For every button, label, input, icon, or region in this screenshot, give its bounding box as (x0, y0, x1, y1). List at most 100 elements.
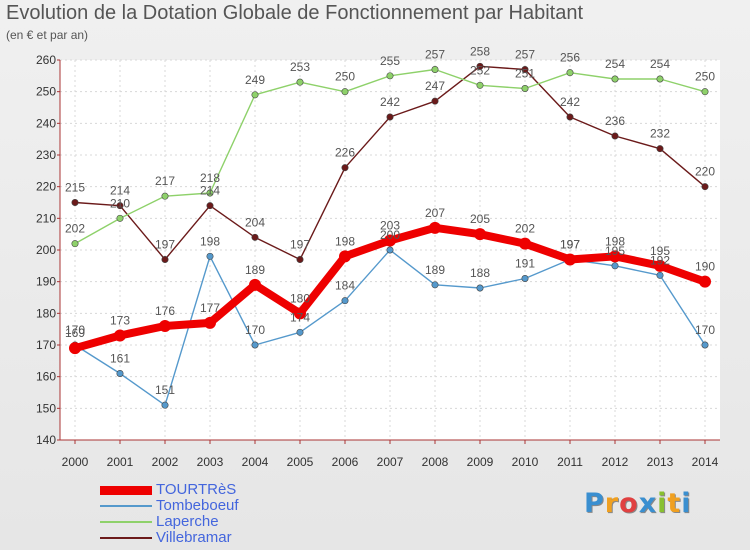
data-point (521, 66, 529, 74)
data-label: 210 (110, 196, 130, 210)
y-tick-label: 260 (36, 53, 56, 67)
data-point (566, 113, 574, 121)
data-label: 258 (470, 44, 490, 58)
data-point (429, 221, 441, 234)
x-tick-label: 2001 (107, 455, 134, 469)
legend-item: Tombeboeuf (100, 498, 239, 514)
logo-letter: o (619, 488, 639, 519)
x-tick-label: 2009 (467, 455, 494, 469)
data-label: 250 (695, 70, 715, 84)
data-point (386, 246, 394, 254)
x-tick-label: 2004 (242, 455, 269, 469)
legend: TOURTRèS Tombeboeuf Laperche Villebramar (100, 482, 239, 546)
data-labels: 215 214 197 214 204 197 226 242 247 258 257 242 236 2… (65, 44, 715, 397)
data-label: 247 (425, 79, 445, 93)
chart-title: Evolution de la Dotation Globale de Fonc… (6, 2, 584, 24)
data-point (386, 113, 394, 121)
data-label: 197 (155, 238, 175, 252)
data-point (296, 78, 304, 86)
data-label: 200 (380, 228, 400, 242)
data-label: 254 (605, 57, 625, 71)
data-label: 257 (515, 48, 535, 62)
data-point (566, 69, 574, 77)
data-point (476, 284, 484, 292)
data-label: 195 (650, 244, 670, 258)
data-point (251, 341, 259, 349)
y-tick-label: 160 (36, 370, 56, 384)
data-label: 180 (290, 291, 310, 305)
logo-letter: i (657, 488, 668, 519)
data-point (116, 369, 124, 377)
data-point (161, 401, 169, 409)
data-point (521, 274, 529, 282)
y-tick-label: 180 (36, 306, 56, 320)
x-tick-label: 2005 (287, 455, 314, 469)
data-point (294, 307, 306, 320)
legend-swatch (100, 537, 152, 539)
x-tick-label: 2008 (422, 455, 449, 469)
data-label: 205 (470, 212, 490, 226)
data-point (431, 97, 439, 105)
y-tick-label: 240 (36, 116, 56, 130)
x-tick-label: 2006 (332, 455, 359, 469)
data-point (611, 75, 619, 83)
logo-letter: r (604, 488, 620, 519)
data-point (71, 199, 79, 207)
data-point (339, 250, 351, 263)
x-tick-label: 2007 (377, 455, 404, 469)
legend-swatch (100, 521, 152, 523)
data-point (611, 262, 619, 270)
data-label: 151 (155, 383, 175, 397)
data-point (431, 281, 439, 289)
logo-letter: x (638, 488, 658, 519)
x-tick-label: 2010 (512, 455, 539, 469)
data-label: 192 (650, 253, 670, 267)
data-label: 218 (200, 171, 220, 185)
y-tick-label: 200 (36, 243, 56, 257)
data-point (654, 259, 666, 272)
legend-label: Tombeboeuf (156, 497, 239, 514)
data-point (611, 132, 619, 140)
logo-letter: P (584, 488, 605, 519)
series-layer (69, 62, 711, 409)
data-label: 242 (380, 95, 400, 109)
y-tick-label: 170 (36, 338, 56, 352)
data-point (699, 275, 711, 288)
data-label: 204 (245, 215, 265, 229)
data-point (204, 316, 216, 329)
y-tick-label: 190 (36, 275, 56, 289)
data-point (161, 192, 169, 200)
legend-item: Villebramar (100, 530, 239, 546)
grid (60, 59, 720, 441)
data-point (116, 214, 124, 222)
data-point (476, 62, 484, 70)
data-label: 232 (650, 127, 670, 141)
data-point (519, 237, 531, 250)
data-label: 214 (110, 184, 130, 198)
data-label: 236 (605, 114, 625, 128)
data-label: 250 (335, 70, 355, 84)
data-point (341, 88, 349, 96)
y-tick-label: 140 (36, 433, 56, 447)
data-label: 170 (245, 323, 265, 337)
x-tick-label: 2002 (152, 455, 179, 469)
data-label: 189 (245, 263, 265, 277)
data-point (296, 328, 304, 336)
data-label: 202 (515, 222, 535, 236)
data-label: 197 (560, 238, 580, 252)
data-point (206, 252, 214, 260)
data-point (656, 271, 664, 279)
data-label: 189 (425, 263, 445, 277)
x-tick-label: 2014 (692, 455, 719, 469)
data-point (474, 228, 486, 241)
proxiti-logo: Proxiti (584, 488, 692, 519)
data-point (701, 183, 709, 191)
data-label: 242 (560, 95, 580, 109)
data-label: 214 (200, 184, 220, 198)
data-point (431, 66, 439, 74)
data-point (249, 278, 261, 291)
data-point (251, 91, 259, 99)
data-label: 198 (605, 234, 625, 248)
x-tick-label: 2012 (602, 455, 629, 469)
